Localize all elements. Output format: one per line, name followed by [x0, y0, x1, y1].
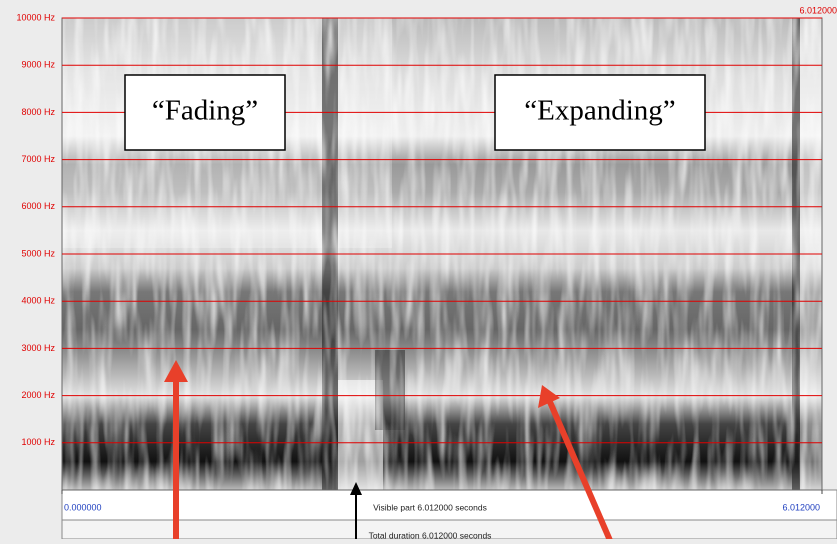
- y-tick-label: 3000 Hz: [21, 343, 55, 353]
- x-tick-label: 0.000000: [64, 502, 102, 512]
- annotation-box: [124, 74, 286, 151]
- arrows: [164, 360, 615, 544]
- x-tick-label: 6.012000: [782, 502, 820, 512]
- y-tick-label: 2000 Hz: [21, 390, 55, 400]
- visible-part: Visible part 6.012000 seconds: [373, 502, 487, 512]
- total-duration: Total duration 6.012000 seconds: [369, 530, 492, 539]
- annotation-box: [494, 74, 706, 151]
- arrow-head: [538, 385, 560, 408]
- y-tick-label: 5000 Hz: [21, 248, 55, 258]
- y-tick-label: 6000 Hz: [21, 201, 55, 211]
- y-tick-label: 7000 Hz: [21, 154, 55, 164]
- y-tick-label: 9000 Hz: [21, 60, 55, 70]
- arrow-head: [350, 482, 362, 495]
- annotation: “Fading”: [152, 95, 258, 127]
- y-tick-label: 1000 Hz: [21, 437, 55, 447]
- info-bar: [61, 489, 837, 521]
- arrow-head: [164, 360, 188, 382]
- y-tick-label: 10000 Hz: [16, 12, 55, 22]
- y-tick-label: 8000 Hz: [21, 107, 55, 117]
- annotation: “Expanding”: [524, 95, 675, 127]
- y-tick-label: 4000 Hz: [21, 296, 55, 306]
- end-time-label: 6.012000: [799, 5, 837, 15]
- arrow: [547, 400, 615, 544]
